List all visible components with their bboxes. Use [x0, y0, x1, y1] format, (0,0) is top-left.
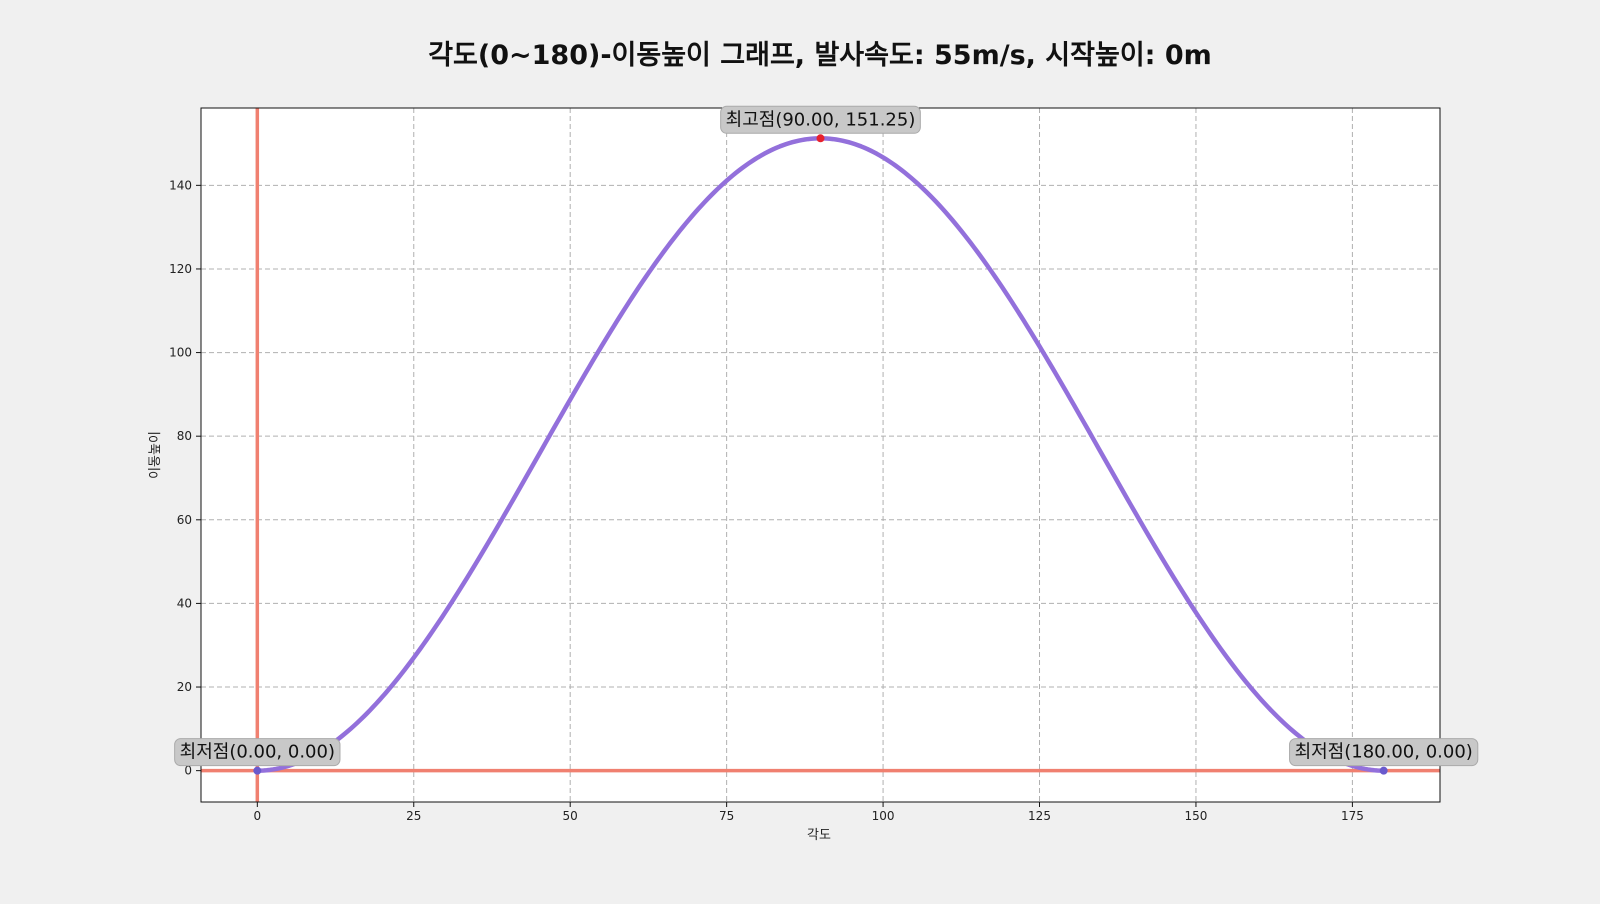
annotation-label: 최저점(180.00, 0.00) — [1289, 738, 1479, 767]
x-tick-label: 25 — [406, 809, 421, 823]
x-tick-label: 175 — [1341, 809, 1364, 823]
y-tick-label: 0 — [184, 764, 192, 778]
reference-lines — [201, 108, 1440, 802]
y-tick-label: 60 — [177, 513, 192, 527]
y-tick-label: 40 — [177, 596, 192, 610]
x-tick-label: 150 — [1185, 809, 1208, 823]
marker-layer — [253, 134, 1388, 775]
tick-layer: 0 25 50 75 100 125 150 175 0 20 40 60 80 100 120 140 — [169, 178, 1364, 823]
annotation-point — [1379, 766, 1388, 775]
plot-area — [201, 108, 1440, 802]
annotation-text: 최저점(0.00, 0.00) — [180, 742, 335, 763]
y-tick-label: 20 — [177, 680, 192, 694]
annotation-point — [253, 766, 262, 775]
annotation-box — [720, 105, 921, 134]
x-tick-label: 100 — [872, 809, 895, 823]
chart-title: 각도(0~180)-이동높이 그래프, 발사속도: 55m/s, 시작높이: 0… — [428, 40, 1212, 71]
x-tick-label: 125 — [1028, 809, 1051, 823]
y-tick-label: 100 — [169, 346, 192, 360]
annotation-text: 최저점(180.00, 0.00) — [1295, 742, 1473, 763]
y-tick-label: 80 — [177, 429, 192, 443]
annotation-box — [1289, 738, 1479, 767]
y-tick-label: 140 — [169, 178, 192, 192]
annotation-layer: 최고점(90.00, 151.25) 최저점(0.00, 0.00) 최저점(180… — [174, 105, 1479, 767]
annotation-label: 최고점(90.00, 151.25) — [720, 105, 921, 134]
annotation-label: 최저점(0.00, 0.00) — [174, 738, 341, 767]
y-axis-label: 이동높이 — [148, 431, 163, 479]
x-tick-label: 0 — [253, 809, 261, 823]
x-tick-label: 75 — [719, 809, 734, 823]
x-tick-label: 50 — [563, 809, 578, 823]
y-tick-label: 120 — [169, 262, 192, 276]
annotation-box — [174, 738, 341, 767]
x-axis-label: 각도 — [807, 828, 831, 843]
annotation-text: 최고점(90.00, 151.25) — [726, 109, 916, 130]
annotation-point — [816, 134, 825, 143]
